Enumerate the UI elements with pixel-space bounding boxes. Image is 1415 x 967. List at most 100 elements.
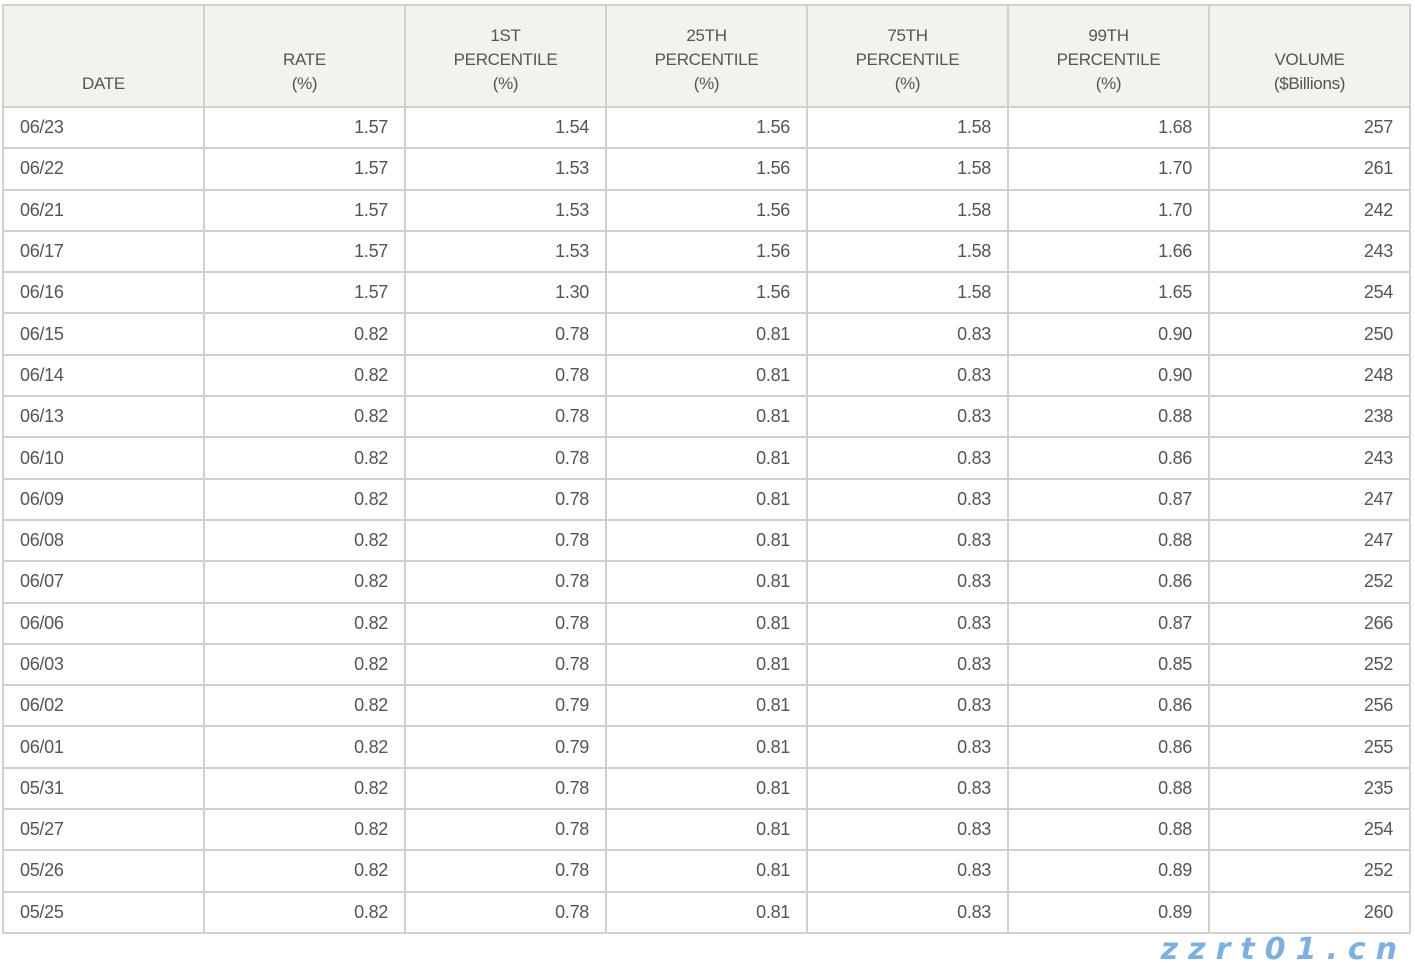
cell-date: 05/25 [2, 890, 205, 934]
cell-rate: 0.82 [203, 395, 406, 439]
cell-rate: 0.82 [203, 601, 406, 645]
cell-date: 06/15 [2, 312, 205, 356]
cell-volume: 243 [1208, 229, 1411, 274]
cell-volume: 238 [1208, 395, 1411, 439]
header-row: DATE RATE (%) 1ST PERCENTILE (%) 25TH PERCENTIL… [2, 4, 1411, 108]
cell-99th-percentile: 0.88 [1007, 808, 1210, 852]
cell-date: 06/10 [2, 436, 205, 480]
cell-25th-percentile: 0.81 [605, 684, 808, 728]
cell-rate: 0.82 [203, 353, 406, 398]
cell-75th-percentile: 0.83 [806, 560, 1009, 604]
cell-date: 06/16 [2, 271, 205, 315]
table-row: 05/25 0.82 0.78 0.81 0.83 0.89 260 [2, 890, 1411, 934]
cell-75th-percentile: 0.83 [806, 436, 1009, 480]
header-label-line: ($Billions) [1273, 74, 1346, 93]
column-header-99th-percentile: 99TH PERCENTILE (%) [1007, 4, 1210, 108]
cell-rate: 0.82 [203, 560, 406, 604]
cell-volume: 235 [1208, 766, 1411, 811]
cell-date: 06/21 [2, 188, 205, 232]
cell-volume: 261 [1208, 147, 1411, 191]
cell-75th-percentile: 0.83 [806, 395, 1009, 439]
cell-25th-percentile: 0.81 [605, 436, 808, 480]
table-row: 06/16 1.57 1.30 1.56 1.58 1.65 254 [2, 271, 1411, 315]
cell-75th-percentile: 0.83 [806, 849, 1009, 893]
cell-date: 05/27 [2, 808, 205, 852]
cell-75th-percentile: 0.83 [806, 601, 1009, 645]
table-row: 06/08 0.82 0.78 0.81 0.83 0.88 247 [2, 518, 1411, 563]
cell-date: 06/09 [2, 477, 205, 521]
cell-25th-percentile: 0.81 [605, 849, 808, 893]
cell-rate: 0.82 [203, 849, 406, 893]
column-header-25th-percentile: 25TH PERCENTILE (%) [605, 4, 808, 108]
cell-date: 05/31 [2, 766, 205, 811]
cell-25th-percentile: 1.56 [605, 271, 808, 315]
cell-volume: 243 [1208, 436, 1411, 480]
cell-99th-percentile: 1.70 [1007, 188, 1210, 232]
watermark-logo: zzrt01.cn [1160, 932, 1407, 967]
cell-1st-percentile: 0.79 [404, 725, 607, 769]
header-label-line: 99TH [1088, 26, 1129, 45]
cell-volume: 254 [1208, 271, 1411, 315]
cell-rate: 1.57 [203, 271, 406, 315]
header-label-line: RATE [283, 50, 326, 69]
table-row: 06/01 0.82 0.79 0.81 0.83 0.86 255 [2, 725, 1411, 769]
cell-1st-percentile: 0.78 [404, 560, 607, 604]
cell-25th-percentile: 1.56 [605, 105, 808, 150]
cell-rate: 0.82 [203, 436, 406, 480]
cell-1st-percentile: 0.78 [404, 849, 607, 893]
table-row: 06/13 0.82 0.78 0.81 0.83 0.88 238 [2, 395, 1411, 439]
cell-1st-percentile: 0.78 [404, 436, 607, 480]
cell-rate: 1.57 [203, 229, 406, 274]
cell-volume: 242 [1208, 188, 1411, 232]
cell-date: 06/14 [2, 353, 205, 398]
cell-rate: 0.82 [203, 890, 406, 934]
cell-date: 06/08 [2, 518, 205, 563]
cell-1st-percentile: 0.78 [404, 808, 607, 852]
cell-99th-percentile: 0.90 [1007, 312, 1210, 356]
cell-date: 05/26 [2, 849, 205, 893]
header-label-line: VOLUME [1274, 50, 1345, 69]
cell-1st-percentile: 0.78 [404, 642, 607, 687]
cell-volume: 257 [1208, 105, 1411, 150]
column-header-75th-percentile: 75TH PERCENTILE (%) [806, 4, 1009, 108]
table-row: 06/09 0.82 0.78 0.81 0.83 0.87 247 [2, 477, 1411, 521]
cell-rate: 0.82 [203, 477, 406, 521]
cell-25th-percentile: 0.81 [605, 808, 808, 852]
cell-75th-percentile: 0.83 [806, 518, 1009, 563]
table-row: 06/03 0.82 0.78 0.81 0.83 0.85 252 [2, 642, 1411, 687]
cell-99th-percentile: 1.65 [1007, 271, 1210, 315]
header-label-line: PERCENTILE [1056, 50, 1161, 69]
cell-75th-percentile: 1.58 [806, 105, 1009, 150]
cell-volume: 260 [1208, 890, 1411, 934]
cell-volume: 250 [1208, 312, 1411, 356]
rates-table: DATE RATE (%) 1ST PERCENTILE (%) 25TH PERCENTIL… [2, 4, 1411, 934]
header-label-line: PERCENTILE [855, 50, 960, 69]
cell-date: 06/23 [2, 105, 205, 150]
cell-99th-percentile: 1.66 [1007, 229, 1210, 274]
cell-date: 06/06 [2, 601, 205, 645]
cell-75th-percentile: 0.83 [806, 808, 1009, 852]
cell-1st-percentile: 0.78 [404, 766, 607, 811]
cell-99th-percentile: 0.86 [1007, 560, 1210, 604]
table-row: 05/27 0.82 0.78 0.81 0.83 0.88 254 [2, 808, 1411, 852]
cell-25th-percentile: 1.56 [605, 188, 808, 232]
cell-75th-percentile: 0.83 [806, 766, 1009, 811]
cell-25th-percentile: 1.56 [605, 147, 808, 191]
cell-rate: 0.82 [203, 725, 406, 769]
cell-rate: 0.82 [203, 684, 406, 728]
cell-99th-percentile: 0.89 [1007, 890, 1210, 934]
cell-volume: 252 [1208, 642, 1411, 687]
cell-volume: 252 [1208, 849, 1411, 893]
table-row: 06/06 0.82 0.78 0.81 0.83 0.87 266 [2, 601, 1411, 645]
cell-date: 06/17 [2, 229, 205, 274]
cell-99th-percentile: 0.88 [1007, 766, 1210, 811]
header-label-line: 75TH [887, 26, 928, 45]
table-row: 06/17 1.57 1.53 1.56 1.58 1.66 243 [2, 229, 1411, 274]
column-header-volume: VOLUME ($Billions) [1208, 4, 1411, 108]
cell-99th-percentile: 0.86 [1007, 436, 1210, 480]
table-row: 06/14 0.82 0.78 0.81 0.83 0.90 248 [2, 353, 1411, 398]
cell-75th-percentile: 0.83 [806, 725, 1009, 769]
cell-25th-percentile: 0.81 [605, 477, 808, 521]
cell-volume: 247 [1208, 477, 1411, 521]
cell-75th-percentile: 0.83 [806, 642, 1009, 687]
